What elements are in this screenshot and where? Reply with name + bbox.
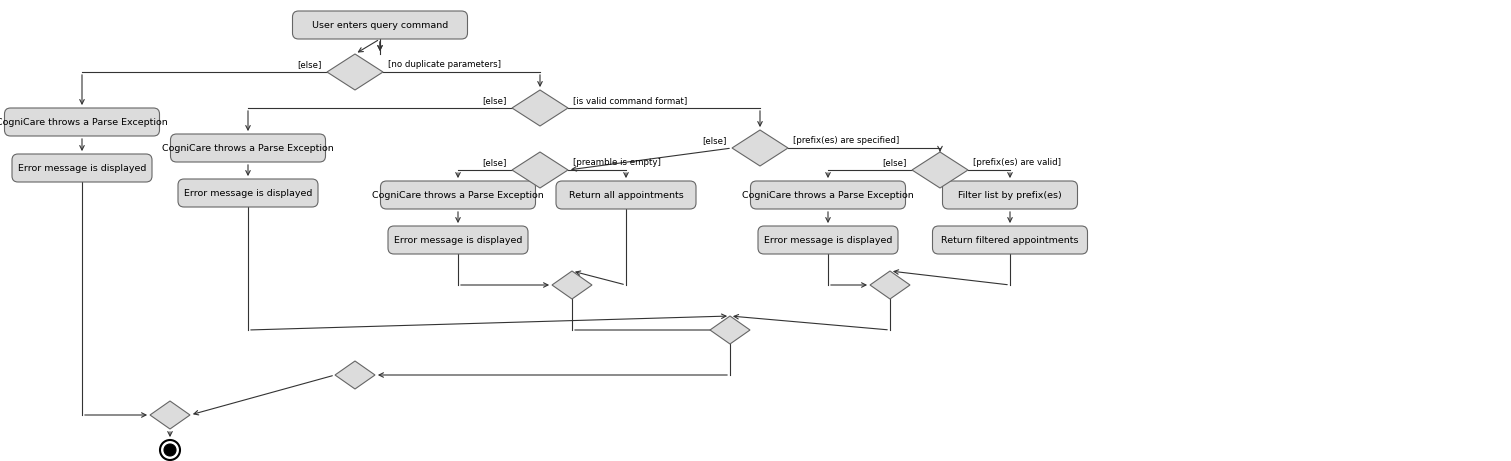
Text: [prefix(es) are specified]: [prefix(es) are specified] [793,136,899,145]
Text: [prefix(es) are valid]: [prefix(es) are valid] [973,158,1061,167]
Text: [no duplicate parameters]: [no duplicate parameters] [388,60,502,69]
Text: [else]: [else] [703,136,727,145]
Text: [is valid command format]: [is valid command format] [573,96,688,105]
Text: Error message is displayed: Error message is displayed [765,236,891,244]
FancyBboxPatch shape [759,226,898,254]
FancyBboxPatch shape [171,134,325,162]
Text: CogniCare throws a Parse Exception: CogniCare throws a Parse Exception [0,118,168,126]
Text: CogniCare throws a Parse Exception: CogniCare throws a Parse Exception [372,190,544,200]
FancyBboxPatch shape [556,181,697,209]
Text: Return all appointments: Return all appointments [568,190,683,200]
FancyBboxPatch shape [751,181,905,209]
Text: Error message is displayed: Error message is displayed [18,164,147,172]
Polygon shape [870,271,910,299]
Polygon shape [552,271,592,299]
Text: [else]: [else] [882,158,907,167]
FancyBboxPatch shape [5,108,160,136]
Polygon shape [150,401,190,429]
FancyBboxPatch shape [932,226,1088,254]
FancyBboxPatch shape [388,226,527,254]
Text: Error message is displayed: Error message is displayed [394,236,523,244]
Text: User enters query command: User enters query command [311,20,449,30]
FancyBboxPatch shape [293,11,467,39]
FancyBboxPatch shape [381,181,535,209]
Text: Error message is displayed: Error message is displayed [184,189,313,197]
Polygon shape [326,54,382,90]
Polygon shape [731,130,789,166]
Polygon shape [913,152,969,188]
Text: Filter list by prefix(es): Filter list by prefix(es) [958,190,1062,200]
Text: [else]: [else] [482,96,508,105]
Text: CogniCare throws a Parse Exception: CogniCare throws a Parse Exception [742,190,914,200]
FancyBboxPatch shape [943,181,1077,209]
Polygon shape [512,152,568,188]
FancyBboxPatch shape [12,154,153,182]
Text: [preamble is empty]: [preamble is empty] [573,158,660,167]
FancyBboxPatch shape [178,179,317,207]
Polygon shape [710,316,749,344]
Circle shape [165,444,175,456]
Text: Return filtered appointments: Return filtered appointments [941,236,1079,244]
Text: [else]: [else] [298,60,322,69]
Text: CogniCare throws a Parse Exception: CogniCare throws a Parse Exception [162,143,334,153]
Text: [else]: [else] [482,158,508,167]
Polygon shape [512,90,568,126]
Polygon shape [335,361,375,389]
